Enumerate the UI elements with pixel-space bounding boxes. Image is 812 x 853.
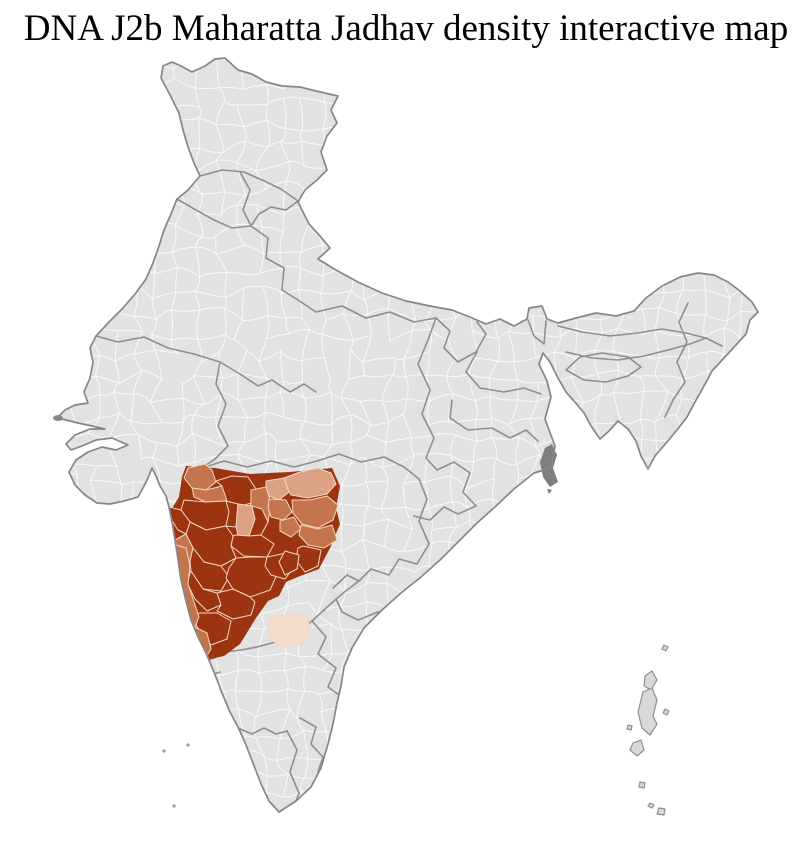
island[interactable]	[661, 644, 669, 652]
district-region-medium[interactable]	[279, 516, 302, 538]
district-region-high[interactable]	[225, 500, 239, 528]
state-border-line	[95, 335, 221, 363]
island[interactable]	[629, 739, 645, 757]
district-region-very_low[interactable]	[267, 613, 311, 648]
island-dot[interactable]	[172, 804, 176, 808]
district-region-medium[interactable]	[291, 495, 339, 529]
state-border-line	[198, 361, 229, 470]
lakshadweep-islands[interactable]	[162, 743, 190, 808]
island[interactable]	[638, 781, 646, 789]
state-border-line	[465, 351, 542, 395]
island-dot[interactable]	[186, 743, 190, 747]
island[interactable]	[656, 807, 666, 816]
state-border-line	[237, 727, 288, 735]
state-border-line	[664, 302, 689, 418]
district-region-medium[interactable]	[298, 524, 338, 549]
state-borders	[95, 169, 723, 802]
district-region-high[interactable]	[278, 550, 300, 576]
state-border-line	[286, 730, 300, 802]
state-border-line	[176, 198, 252, 229]
state-border-line	[449, 399, 539, 442]
state-border-line	[299, 717, 324, 773]
sundarbans-patch	[547, 489, 552, 494]
state-border-line	[198, 453, 420, 480]
andaman-nicobar-islands[interactable]	[626, 644, 670, 816]
state-border-line	[565, 352, 642, 383]
state-border-line	[413, 505, 477, 521]
state-border-line	[250, 200, 299, 227]
country-outline	[56, 57, 759, 813]
island[interactable]	[647, 802, 655, 809]
island[interactable]	[626, 724, 633, 731]
district-region-high[interactable]	[189, 547, 230, 592]
state-border-line	[199, 169, 299, 202]
state-border-line	[557, 325, 723, 347]
island[interactable]	[643, 670, 658, 691]
state-border-line	[565, 337, 707, 361]
island[interactable]	[637, 687, 658, 736]
state-border-line	[417, 317, 438, 471]
island[interactable]	[662, 708, 670, 716]
state-border-line	[332, 478, 430, 589]
state-border-line	[436, 461, 477, 507]
state-border-line	[250, 225, 299, 301]
state-border-line	[219, 361, 317, 393]
district-region-high[interactable]	[216, 588, 256, 620]
district-region-high[interactable]	[295, 545, 322, 573]
page-title: DNA J2b Maharatta Jadhav density interac…	[23, 8, 789, 49]
island-dot[interactable]	[162, 749, 166, 753]
state-border-line	[239, 171, 252, 227]
state-border-line	[527, 319, 547, 345]
district-region-medium[interactable]	[183, 463, 217, 491]
district-region-low[interactable]	[283, 467, 337, 499]
maharashtra-density-region[interactable]	[168, 463, 340, 660]
district-region-high[interactable]	[225, 556, 279, 598]
